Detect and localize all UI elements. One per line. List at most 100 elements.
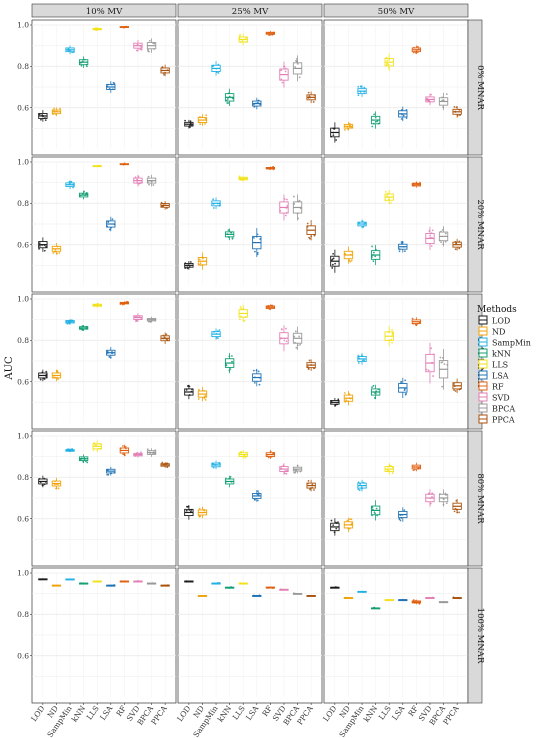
data-point bbox=[122, 163, 125, 166]
panel-background bbox=[177, 567, 323, 704]
data-point bbox=[431, 361, 433, 364]
data-point bbox=[438, 239, 441, 242]
data-point bbox=[335, 527, 338, 530]
data-point bbox=[347, 128, 349, 131]
data-point bbox=[392, 466, 394, 469]
data-point bbox=[136, 580, 139, 583]
y-tick-label: 0.6 bbox=[17, 103, 29, 112]
data-point bbox=[184, 119, 187, 122]
data-point bbox=[283, 65, 285, 68]
data-point bbox=[350, 522, 353, 525]
data-point bbox=[214, 464, 216, 466]
data-point bbox=[373, 251, 375, 254]
x-tick-label: kNN bbox=[216, 704, 234, 724]
data-point bbox=[41, 484, 44, 487]
data-point bbox=[229, 477, 231, 480]
data-point bbox=[405, 109, 408, 111]
data-point bbox=[455, 106, 458, 109]
data-point bbox=[313, 233, 316, 236]
data-point bbox=[198, 507, 201, 510]
data-point bbox=[374, 512, 377, 515]
data-point bbox=[286, 469, 289, 472]
data-point bbox=[148, 183, 150, 186]
data-point bbox=[106, 352, 108, 355]
data-point bbox=[239, 582, 242, 584]
data-point bbox=[280, 589, 283, 591]
data-point bbox=[349, 397, 352, 400]
data-point bbox=[390, 338, 393, 341]
data-point bbox=[384, 190, 387, 193]
data-point bbox=[216, 202, 219, 205]
x-tick-label: LLS bbox=[377, 704, 393, 722]
data-point bbox=[442, 497, 445, 500]
data-point bbox=[457, 597, 460, 599]
data-point bbox=[374, 116, 377, 119]
data-point bbox=[404, 379, 407, 382]
data-point bbox=[374, 248, 377, 251]
data-point bbox=[268, 32, 271, 34]
data-point bbox=[106, 85, 109, 88]
data-point bbox=[258, 383, 261, 386]
data-point bbox=[225, 363, 227, 366]
data-point bbox=[108, 228, 111, 231]
data-point bbox=[215, 336, 218, 339]
data-point bbox=[162, 337, 165, 340]
data-point bbox=[371, 514, 373, 517]
data-point bbox=[401, 598, 404, 601]
data-point bbox=[211, 65, 214, 68]
data-point bbox=[333, 127, 336, 130]
data-point bbox=[453, 385, 456, 388]
data-point bbox=[442, 243, 445, 246]
data-point bbox=[455, 243, 457, 245]
row-strip-label: 100% MNAR bbox=[475, 608, 485, 664]
data-point bbox=[298, 76, 301, 79]
data-point bbox=[56, 245, 59, 248]
data-point bbox=[430, 245, 433, 247]
data-point bbox=[373, 113, 376, 116]
data-point bbox=[238, 318, 241, 321]
data-point bbox=[330, 259, 333, 262]
data-point bbox=[387, 465, 390, 468]
data-point bbox=[258, 594, 261, 597]
data-point bbox=[96, 580, 99, 583]
data-point bbox=[299, 470, 302, 473]
data-point bbox=[203, 390, 205, 392]
data-point bbox=[337, 521, 339, 524]
data-point bbox=[189, 124, 191, 127]
data-point bbox=[245, 177, 248, 180]
legend-label: SampMin bbox=[492, 339, 531, 348]
data-point bbox=[229, 475, 232, 478]
data-point bbox=[295, 346, 298, 349]
data-point bbox=[307, 91, 310, 94]
data-point bbox=[205, 114, 208, 117]
column-strip-label: 50% MV bbox=[378, 7, 415, 17]
data-point bbox=[453, 383, 455, 385]
data-point bbox=[242, 307, 245, 310]
data-point bbox=[425, 368, 428, 371]
data-point bbox=[70, 448, 73, 451]
data-point bbox=[227, 236, 230, 238]
data-point bbox=[401, 513, 404, 516]
data-point bbox=[296, 212, 299, 215]
data-point bbox=[86, 461, 89, 464]
data-point bbox=[416, 182, 418, 185]
data-point bbox=[45, 373, 48, 376]
data-point bbox=[363, 359, 365, 362]
data-point bbox=[197, 398, 200, 400]
data-point bbox=[256, 233, 259, 236]
data-point bbox=[362, 481, 365, 484]
data-point bbox=[122, 453, 124, 456]
data-point bbox=[69, 49, 72, 52]
data-point bbox=[59, 107, 61, 110]
data-point bbox=[85, 193, 88, 195]
row-strip-label: 20% MNAR bbox=[475, 199, 485, 250]
data-point bbox=[136, 315, 138, 318]
data-point bbox=[375, 507, 378, 510]
data-point bbox=[188, 394, 191, 396]
data-point bbox=[80, 457, 83, 460]
data-point bbox=[135, 49, 138, 52]
data-point bbox=[400, 118, 403, 120]
y-tick-label: 0.8 bbox=[17, 610, 29, 619]
data-point bbox=[371, 386, 373, 389]
data-point bbox=[162, 334, 165, 337]
